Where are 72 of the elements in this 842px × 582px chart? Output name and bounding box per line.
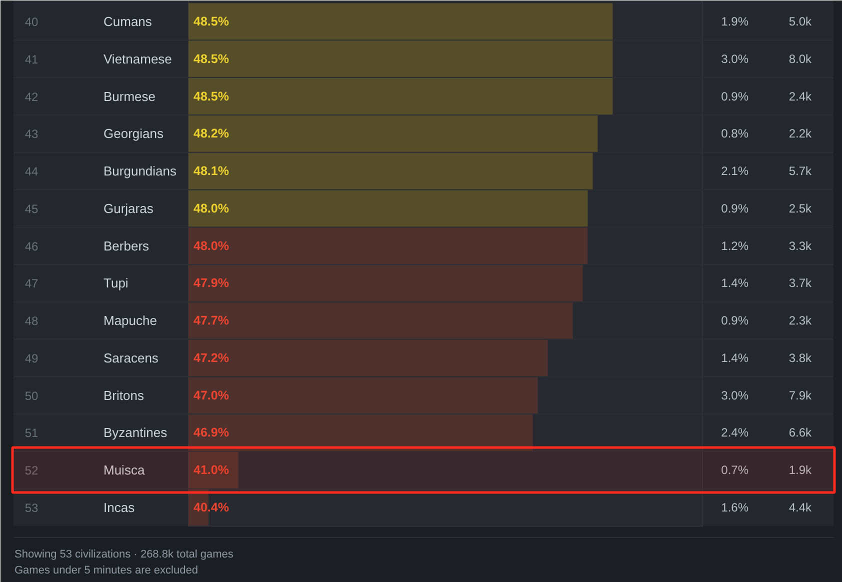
text: 40 [24, 14, 38, 29]
text: 2.1% [721, 164, 749, 178]
text: 1.2% [721, 238, 749, 253]
y-tick-label: Cumans [104, 14, 152, 29]
text: 3.0% [721, 52, 749, 66]
text: 3.8k [788, 350, 812, 365]
y-tick-label: Tupi [104, 276, 128, 291]
text: 8.0k [788, 52, 812, 66]
data-label: 48.0% [194, 201, 229, 216]
y-tick-label: Britons [104, 388, 144, 403]
text: 42 [24, 90, 38, 104]
data-label: 48.5% [194, 52, 229, 66]
text: 1.4% [721, 276, 749, 290]
text: 2.4k [788, 89, 812, 104]
data-label: 47.2% [194, 350, 229, 365]
y-tick-label: Muisca [104, 462, 146, 478]
text: 47 [24, 276, 38, 291]
y-tick-label: Gurjaras [104, 200, 154, 216]
data-label: 48.5% [194, 89, 229, 104]
text: 49 [24, 351, 38, 366]
text: 1.4% [721, 350, 749, 365]
text: 52 [24, 464, 38, 478]
text: 0.9% [721, 314, 749, 328]
text: Showing 53 civilizations · 268.8k total games [14, 548, 234, 560]
text: 0.8% [721, 126, 749, 141]
text: 7.9k [788, 388, 812, 402]
text: 5.7k [788, 164, 812, 178]
text: 6.6k [788, 426, 812, 440]
y-tick-label: Burmese [104, 88, 156, 104]
text: 1.9k [788, 463, 812, 478]
text: 46 [24, 239, 38, 254]
text: 2.2k [788, 126, 812, 141]
y-tick-label: Burgundians [104, 164, 177, 179]
text: 3.7k [788, 276, 812, 290]
text: 2.5k [788, 201, 812, 216]
text: 44 [24, 164, 38, 179]
text: 50 [24, 388, 38, 403]
data-label: 47.0% [194, 388, 229, 402]
text: 5.0k [788, 14, 812, 28]
data-label: 41.0% [194, 463, 229, 478]
y-tick-label: Mapuche [104, 313, 157, 328]
y-tick-label: Vietnamese [104, 51, 172, 66]
text: 53 [24, 500, 38, 515]
text: 3.3k [788, 238, 812, 253]
text: 51 [24, 426, 38, 440]
text: Games under 5 minutes are excluded [14, 564, 198, 576]
text: 2.4% [721, 426, 749, 440]
text: 0.7% [721, 463, 749, 478]
data-label: 48.2% [194, 126, 229, 141]
data-label: 48.0% [194, 238, 229, 253]
y-tick-label: Incas [104, 500, 136, 515]
text: 45 [24, 202, 38, 216]
data-label: 47.9% [194, 276, 229, 290]
text: 1.9% [721, 14, 749, 28]
text: 2.3k [788, 314, 812, 328]
y-tick-label: Byzantines [104, 425, 168, 440]
data-label: 48.1% [194, 164, 229, 178]
data-label: 40.4% [194, 500, 229, 514]
y-tick-label: Berbers [104, 238, 150, 254]
text: 43 [24, 127, 38, 142]
text: 48 [24, 314, 38, 328]
data-label: 46.9% [194, 426, 229, 440]
text: 1.6% [721, 500, 749, 514]
y-tick-label: Georgians [104, 126, 164, 142]
text: 3.0% [721, 388, 749, 402]
text: 0.9% [721, 201, 749, 216]
data-label: 48.5% [194, 14, 229, 28]
y-tick-label: Saracens [104, 350, 159, 366]
text: 41 [24, 52, 38, 66]
text: 4.4k [788, 500, 812, 514]
data-label: 47.7% [194, 314, 229, 328]
text: 0.9% [721, 89, 749, 104]
